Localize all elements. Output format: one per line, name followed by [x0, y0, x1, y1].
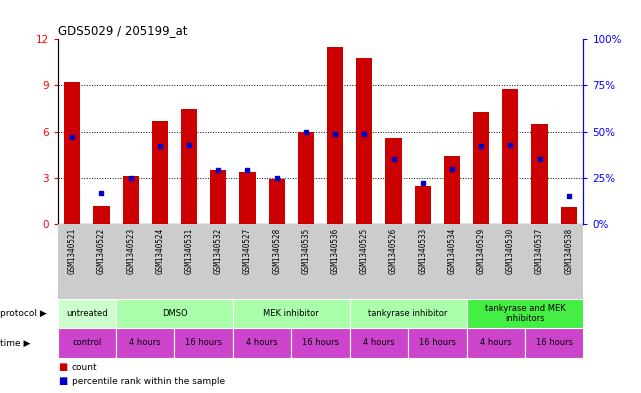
Text: GSM1340527: GSM1340527 [243, 228, 252, 274]
Text: GSM1340533: GSM1340533 [418, 228, 427, 274]
Text: GSM1340531: GSM1340531 [185, 228, 194, 274]
Text: MEK inhibitor: MEK inhibitor [263, 309, 319, 318]
Text: DMSO: DMSO [162, 309, 187, 318]
Bar [210, 170, 226, 224]
Text: untreated: untreated [66, 309, 108, 318]
Bar [94, 206, 110, 224]
Bar [122, 176, 138, 224]
Bar [64, 83, 80, 224]
Text: 16 hours: 16 hours [536, 338, 572, 347]
Bar [174, 328, 233, 358]
Bar [561, 207, 577, 224]
Text: GSM1340528: GSM1340528 [272, 228, 281, 274]
Text: GSM1340535: GSM1340535 [301, 228, 310, 274]
Text: 16 hours: 16 hours [419, 338, 456, 347]
Text: ■: ■ [58, 362, 67, 372]
Bar [152, 121, 168, 224]
Bar [356, 58, 372, 224]
Bar [467, 328, 525, 358]
Text: GSM1340534: GSM1340534 [447, 228, 456, 274]
Bar [408, 328, 467, 358]
Text: 4 hours: 4 hours [129, 338, 161, 347]
Text: GSM1340522: GSM1340522 [97, 228, 106, 274]
Bar [415, 185, 431, 224]
Bar [233, 328, 291, 358]
Bar [291, 328, 350, 358]
Bar [327, 47, 343, 224]
Text: GSM1340537: GSM1340537 [535, 228, 544, 274]
Bar [531, 124, 547, 224]
Text: protocol ▶: protocol ▶ [0, 309, 47, 318]
Text: count: count [72, 363, 97, 371]
Text: percentile rank within the sample: percentile rank within the sample [72, 377, 225, 386]
Text: GSM1340523: GSM1340523 [126, 228, 135, 274]
Bar [116, 328, 174, 358]
Bar [385, 138, 401, 224]
Text: GSM1340521: GSM1340521 [68, 228, 77, 274]
Text: GSM1340524: GSM1340524 [155, 228, 164, 274]
Text: GSM1340525: GSM1340525 [360, 228, 369, 274]
Bar [525, 328, 583, 358]
Text: tankyrase inhibitor: tankyrase inhibitor [369, 309, 448, 318]
Bar [298, 132, 314, 224]
Bar [444, 156, 460, 224]
Bar [269, 179, 285, 224]
Bar [350, 299, 467, 328]
Bar [350, 328, 408, 358]
Bar [473, 112, 489, 224]
Text: GSM1340538: GSM1340538 [564, 228, 573, 274]
Bar [181, 108, 197, 224]
Text: control: control [72, 338, 101, 347]
Text: GSM1340532: GSM1340532 [214, 228, 223, 274]
Text: 4 hours: 4 hours [480, 338, 512, 347]
Bar [116, 299, 233, 328]
Text: GSM1340536: GSM1340536 [331, 228, 340, 274]
Bar [233, 299, 350, 328]
Bar [467, 299, 583, 328]
Text: tankyrase and MEK
inhibitors: tankyrase and MEK inhibitors [485, 304, 565, 323]
Text: GSM1340526: GSM1340526 [389, 228, 398, 274]
Bar [503, 88, 519, 224]
Text: 16 hours: 16 hours [185, 338, 222, 347]
Text: GDS5029 / 205199_at: GDS5029 / 205199_at [58, 24, 187, 37]
Text: time ▶: time ▶ [0, 338, 30, 347]
Text: 4 hours: 4 hours [246, 338, 278, 347]
Text: 4 hours: 4 hours [363, 338, 395, 347]
Text: ■: ■ [58, 376, 67, 386]
Text: 16 hours: 16 hours [302, 338, 339, 347]
Bar [240, 172, 256, 224]
Text: GSM1340529: GSM1340529 [477, 228, 486, 274]
Text: GSM1340530: GSM1340530 [506, 228, 515, 274]
Bar [58, 299, 116, 328]
Bar [58, 328, 116, 358]
